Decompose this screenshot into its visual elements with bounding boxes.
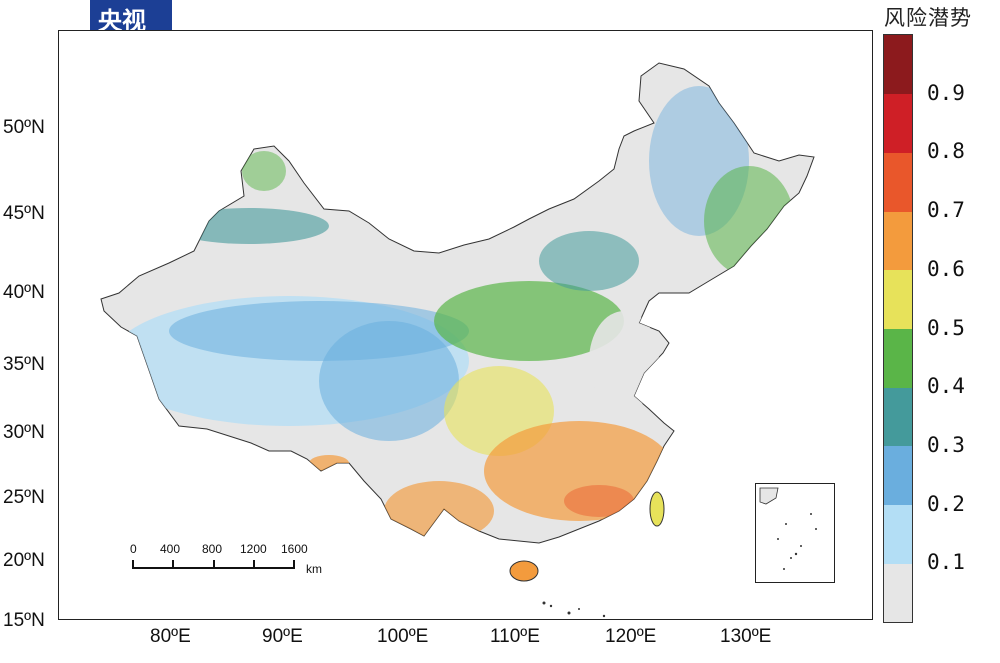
- scale-tick-1200: 1200: [240, 542, 267, 556]
- map-frame: [58, 30, 873, 620]
- lon-label-90: 90ºE: [262, 626, 303, 647]
- risk-zone-southern-tibet: [309, 455, 349, 471]
- risk-zone-north-china-plain: [589, 311, 659, 411]
- risk-zone-north: [539, 231, 639, 291]
- lat-label-50: 50ºN: [3, 117, 45, 138]
- lat-label-40: 40ºN: [3, 282, 45, 303]
- lat-label-25: 25ºN: [3, 487, 45, 508]
- legend-colorbar: [883, 34, 913, 623]
- inset-svg: [759, 487, 817, 570]
- scale-tick-0: 0: [130, 542, 137, 556]
- risk-zone-eastern-plateau: [319, 321, 459, 441]
- hainan-island: [509, 560, 539, 582]
- risk-zone-south: [484, 421, 674, 521]
- scale-tick-1600: 1600: [281, 542, 308, 556]
- legend-segment: [884, 445, 912, 506]
- legend-tick-label: 0.9: [927, 80, 965, 105]
- legend-tick-label: 0.1: [927, 550, 965, 575]
- legend-segment: [884, 211, 912, 271]
- risk-zone-tianshan: [169, 208, 329, 244]
- legend-title: 风险潜势: [884, 6, 972, 30]
- risk-overlay: [109, 86, 794, 541]
- lon-label-120: 120ºE: [605, 626, 657, 647]
- taiwan-island: [649, 491, 665, 527]
- legend-tick-label: 0.3: [927, 432, 965, 457]
- legend-segment: [884, 35, 912, 95]
- risk-zone-yunnan: [384, 481, 494, 541]
- lat-label-15: 15ºN: [3, 610, 45, 631]
- lat-label-45: 45ºN: [3, 203, 45, 224]
- lon-label-110: 110ºE: [490, 626, 540, 647]
- china-risk-map: [100, 62, 815, 618]
- lon-label-130: 130ºE: [720, 626, 772, 647]
- risk-zone-altai: [242, 151, 286, 191]
- scale-bar: 0 400 800 1200 1600 km: [130, 542, 330, 582]
- legend-segment: [884, 269, 912, 329]
- risk-zone-loess: [434, 281, 624, 361]
- lat-label-30: 30ºN: [3, 422, 45, 443]
- legend-segment: [884, 563, 912, 623]
- south-china-sea-islands: [542, 601, 606, 618]
- lat-label-20: 20ºN: [3, 550, 45, 571]
- legend-tick-label: 0.4: [927, 374, 965, 399]
- legend-tick-label: 0.6: [927, 256, 965, 281]
- scale-tick-400: 400: [160, 542, 181, 556]
- lat-label-35: 35ºN: [3, 354, 45, 375]
- legend-segment: [884, 328, 912, 388]
- legend-tick-label: 0.8: [927, 139, 965, 164]
- legend-tick-label: 0.5: [927, 315, 965, 340]
- legend-tick-label: 0.7: [927, 198, 965, 223]
- scale-unit: km: [306, 562, 322, 576]
- legend-tick-label: 0.2: [927, 491, 965, 516]
- risk-zone-southeast-hotspot: [564, 485, 634, 517]
- lon-label-80: 80ºE: [150, 626, 191, 647]
- legend-segment: [884, 152, 912, 212]
- risk-zone-northeast: [704, 166, 794, 276]
- scale-tick-800: 800: [202, 542, 223, 556]
- legend-segment: [884, 504, 912, 564]
- scale-bar-line: [132, 560, 295, 569]
- lon-label-100: 100ºE: [377, 626, 429, 647]
- south-china-sea-inset: [755, 483, 835, 583]
- legend-segment: [884, 387, 912, 447]
- legend-segment: [884, 93, 912, 153]
